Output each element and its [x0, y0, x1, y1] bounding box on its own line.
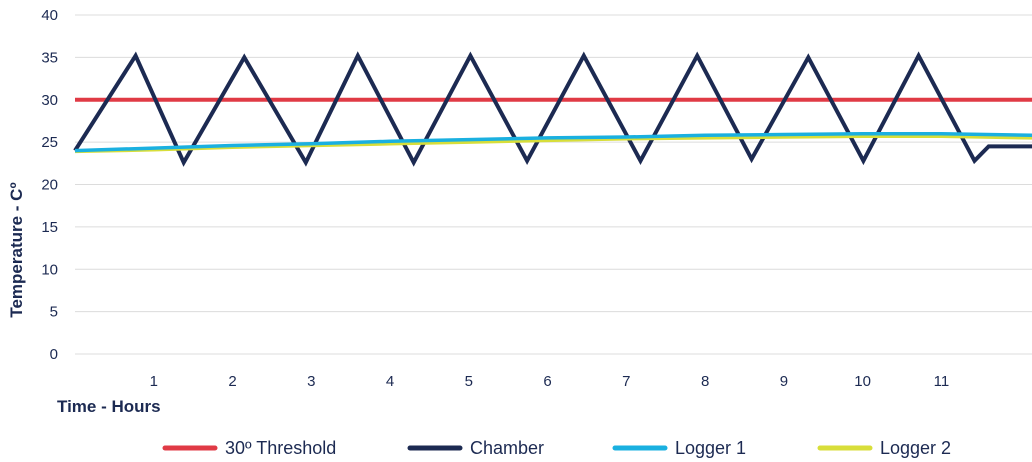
y-tick-label: 25: [41, 134, 58, 151]
y-tick-label: 30: [41, 92, 58, 109]
x-tick-label: 7: [622, 373, 630, 390]
x-tick-label: 8: [701, 373, 709, 390]
series-line-chamber: [73, 51, 1032, 167]
legend-label-logger-1: Logger 1: [675, 438, 746, 458]
y-tick-label: 10: [41, 261, 58, 278]
gridlines: [75, 14, 1032, 355]
x-tick-label: 1: [150, 373, 158, 390]
y-tick-label: 35: [41, 49, 58, 66]
series-line-logger-1: [74, 131, 1032, 153]
y-tick-label: 40: [41, 7, 58, 24]
x-tick-label: 3: [307, 373, 315, 390]
x-tick-label: 9: [780, 373, 788, 390]
x-tick-label: 6: [543, 373, 551, 390]
x-tick-label: 2: [228, 373, 236, 390]
series-lines: [73, 51, 1032, 167]
legend-label-logger-2: Logger 2: [880, 438, 951, 458]
x-tick-label: 11: [934, 373, 950, 390]
y-axis-title: Temperature - Cº: [7, 182, 26, 317]
legend-label-30-threshold: 30º Threshold: [225, 438, 336, 458]
x-tick-label: 10: [854, 373, 871, 390]
legend: 30º Threshold Chamber Logger 1 Logger 2: [162, 438, 951, 458]
y-axis-ticks: 0 5 10 15 20 25 30 35 40: [41, 7, 58, 363]
x-tick-label: 5: [465, 373, 473, 390]
legend-label-chamber: Chamber: [470, 438, 544, 458]
x-tick-label: 4: [386, 373, 394, 390]
y-tick-label: 0: [50, 346, 58, 363]
x-axis-title: Time - Hours: [57, 397, 161, 416]
y-tick-label: 20: [41, 177, 58, 194]
y-tick-label: 5: [50, 304, 58, 321]
y-tick-label: 15: [41, 219, 58, 236]
x-axis-ticks: 1 2 3 4 5 6 7 8 9 10 11: [150, 373, 950, 390]
